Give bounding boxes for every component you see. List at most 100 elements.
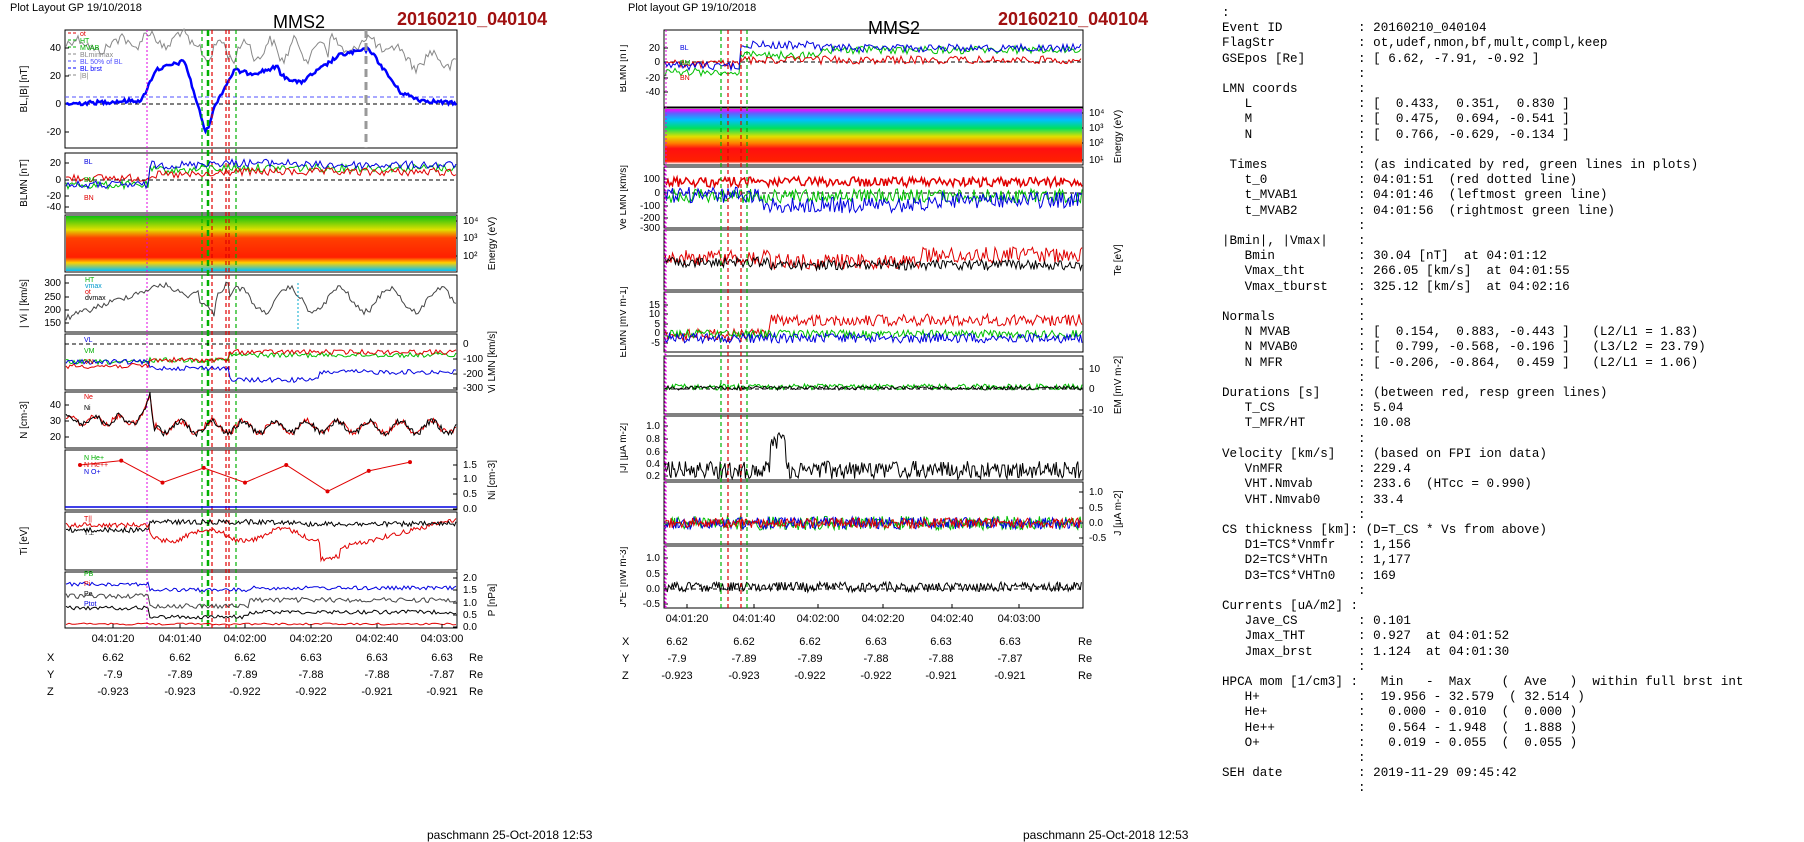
panel-frame (64, 571, 458, 629)
pos-row-label: Z (47, 686, 54, 698)
y-axis-label: Ti [eV] (19, 527, 30, 556)
legend-label: vmax (85, 283, 102, 290)
spectrogram-fill (66, 216, 456, 271)
Tpar-line (664, 245, 1083, 272)
left-footer: paschmann 25-Oct-2018 12:53 (427, 828, 593, 842)
panel-frame (663, 291, 1084, 353)
info-line: VHT.Nmvab0 : 33.4 (1222, 492, 1404, 507)
legend-label: Pe (84, 591, 93, 598)
info-line: N : [ 0.766, -0.629, -0.134 ] (1222, 127, 1570, 142)
BM-line (664, 44, 1082, 78)
pos-row-label: X (47, 652, 55, 664)
Ptot-line (65, 622, 457, 626)
pos-value: -7.87 (429, 669, 454, 681)
panel-frame (663, 481, 1084, 545)
spectrogram-left (66, 216, 456, 271)
y-tick-label: 10² (1089, 138, 1104, 149)
legend-label: MVAB (80, 45, 100, 52)
pos-value: -7.89 (731, 653, 756, 665)
y-tick-label: 10¹ (1089, 155, 1104, 166)
panel-m1: 20 0 -20 -40 BLMN [nT] (620, 29, 1084, 108)
y-tick-label: 0.5 (463, 489, 477, 500)
y-tick-label: -200 (463, 369, 483, 380)
panel-l1: 40 20 0 -20 BL,|B| [nT] (19, 29, 458, 149)
pos-value: -0.921 (925, 670, 956, 682)
panel-frame (64, 29, 458, 149)
Ne-line (65, 395, 457, 437)
info-line: VnMFR : 229.4 (1222, 462, 1411, 477)
y-tick-label: 300 (44, 278, 61, 289)
legend-label: Ptot (84, 601, 97, 608)
info-line: Normals : (1222, 310, 1366, 325)
pos-value: -7.87 (997, 653, 1022, 665)
y-tick-label: 0.6 (646, 447, 660, 458)
info-line: : (1222, 370, 1366, 385)
He++-line (79, 460, 411, 492)
pos-unit: Re (1078, 636, 1092, 648)
mid-plot-layout: Plot layout GP 19/10/2018 (628, 2, 757, 14)
info-line: D2=TCS*VHTn : 1,177 (1222, 553, 1411, 568)
info-line: : (1222, 781, 1366, 796)
pos-value: -7.89 (167, 669, 192, 681)
x-tick-label: 04:01:20 (92, 633, 135, 645)
y-axis-label: Ni [cm-3] (487, 460, 498, 500)
PB-line (65, 581, 457, 593)
y-tick-label: -300 (463, 383, 483, 394)
pos-row-label: Z (622, 670, 629, 682)
info-line: Jave_CS : 0.101 (1222, 614, 1411, 629)
pos-value: -0.921 (994, 670, 1025, 682)
legend-label: N He+ (84, 455, 104, 462)
VN-line (664, 186, 1083, 214)
y-axis-label: Energy (eV) (1113, 110, 1124, 163)
info-line: SEH date : 2019-11-29 09:45:42 (1222, 766, 1517, 781)
legend-label: BL brst (80, 66, 102, 73)
mid-event: 20160210_040104 (998, 9, 1149, 29)
y-tick-label: 0.0 (463, 504, 477, 515)
info-line: : (1222, 6, 1230, 20)
Tperp-line (65, 518, 457, 534)
y-axis-label: BL,|B| [nT] (19, 65, 30, 112)
info-line: Jmax_brst : 1.124 at 04:01:30 (1222, 644, 1510, 659)
He++-point (366, 468, 371, 473)
legend-label: T⊥ (84, 530, 94, 537)
y-tick-label: 20 (50, 71, 62, 82)
info-line: Bmin : 30.04 [nT] at 04:01:12 (1222, 249, 1547, 264)
y-tick-label: 1.0 (463, 598, 477, 609)
y-axis-label: Vi LMN [km/s] (487, 331, 498, 393)
BM-line (65, 162, 457, 191)
BL-blmn-line (65, 158, 457, 190)
y-axis-label: BLMN [nT] (620, 44, 629, 92)
info-line: : (1222, 431, 1366, 446)
y-tick-label: 10⁴ (1089, 108, 1104, 119)
y-tick-label: 2.0 (463, 573, 477, 584)
info-line: FlagStr : ot,udef,nmon,bf,mult,compl,kee… (1222, 36, 1608, 51)
y-tick-label: 10 (649, 309, 661, 320)
y-tick-label: 1.0 (463, 474, 477, 485)
panel-frame (663, 29, 1084, 108)
info-line: HPCA mom [1/cm3] : Min - Max ( Ave ) wit… (1222, 674, 1744, 689)
pos-value: -0.923 (164, 686, 195, 698)
y-tick-label: 0.2 (646, 471, 660, 482)
pos-value: 6.62 (666, 636, 687, 648)
x-tick-label: 04:03:00 (998, 613, 1041, 625)
legend-label: Ne (84, 394, 93, 401)
He++-point (284, 463, 289, 467)
pos-value: -0.922 (794, 670, 825, 682)
panel-l9: 2.01.5 1.00.50.0 P [nPa] (64, 571, 498, 633)
left-event: 20160210_040104 (397, 9, 548, 29)
pos-value: -0.923 (728, 670, 759, 682)
Vi-magnitude-line (65, 281, 457, 321)
panel-m4: Te [eV] (663, 229, 1124, 291)
info-line: N MFR : [ -0.206, -0.864, 0.459 ] (L2/L1… (1222, 355, 1699, 370)
pos-value: -7.88 (863, 653, 888, 665)
info-line: N MVAB : [ 0.154, 0.883, -0.443 ] (L2/L1… (1222, 325, 1699, 340)
panel-frame (663, 166, 1084, 229)
pos-value: 6.63 (366, 652, 387, 664)
panel-m3: 100 0 -100-200-300 Ve LMN [km/s] (620, 165, 1084, 234)
info-line: : (1222, 659, 1366, 674)
y-axis-label: Ve LMN [km/s] (620, 165, 629, 230)
x-tick-label: 04:03:00 (421, 633, 464, 645)
y-axis-label: | Vi | [km/s] (19, 279, 30, 328)
pos-value: -7.89 (797, 653, 822, 665)
pos-value: -0.922 (860, 670, 891, 682)
